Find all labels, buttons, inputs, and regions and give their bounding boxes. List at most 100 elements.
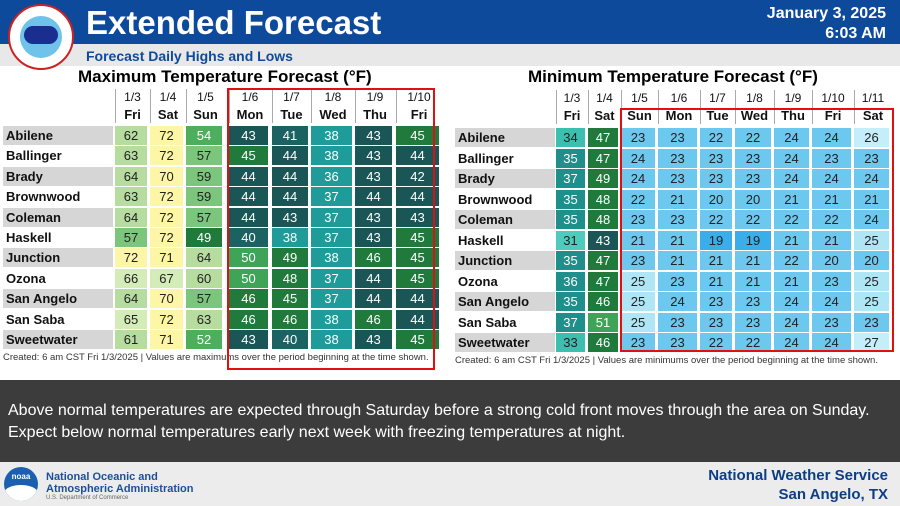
temp-cell: 43: [355, 228, 392, 247]
temp-cell: 50: [229, 268, 268, 288]
forecast-summary: Above normal temperatures are expected t…: [0, 380, 900, 462]
temp-cell: 21: [700, 251, 732, 270]
temp-cell: 72: [115, 248, 147, 268]
temp-cell: 63: [115, 146, 147, 166]
temp-cell: 72: [150, 228, 183, 247]
footer: [0, 462, 900, 506]
temp-cell: 23: [658, 148, 697, 168]
temp-cell: 21: [812, 230, 851, 250]
temp-cell: 22: [735, 333, 771, 352]
temp-cell: 24: [774, 312, 809, 332]
temp-cell: 24: [658, 292, 697, 311]
temp-cell: 38: [272, 228, 308, 247]
temp-cell: 23: [812, 148, 851, 168]
temp-cell: 19: [735, 230, 771, 250]
temp-cell: 65: [115, 309, 147, 329]
column-date: 1/9: [366, 90, 384, 104]
temp-cell: 44: [396, 146, 439, 166]
column-date: 1/5: [197, 90, 214, 104]
temp-cell: 23: [735, 312, 771, 332]
temp-cell: 59: [186, 166, 222, 186]
temp-cell: 46: [229, 289, 268, 309]
temp-cell: 25: [854, 292, 889, 311]
temp-cell: 38: [311, 248, 352, 268]
temp-cell: 23: [658, 210, 697, 229]
temp-cell: 24: [621, 148, 655, 168]
temp-cell: 21: [812, 189, 851, 209]
temp-cell: 47: [588, 251, 618, 270]
city-label: Brownwood: [3, 187, 113, 207]
temp-cell: 21: [700, 271, 732, 291]
temp-cell: 47: [588, 128, 618, 147]
temp-cell: 51: [588, 312, 618, 332]
temp-cell: 22: [700, 333, 732, 352]
column-date: 1/9: [784, 91, 802, 105]
table-title: Maximum Temperature Forecast (°F): [78, 67, 372, 86]
column-date: 1/6: [241, 90, 259, 104]
temp-cell: 22: [735, 128, 771, 147]
temp-cell: 48: [588, 210, 618, 229]
table-note: Created: 6 am CST Fri 1/3/2025 | Values …: [3, 352, 429, 363]
city-label: Coleman: [455, 210, 555, 229]
temp-cell: 37: [311, 207, 352, 227]
temp-cell: 72: [150, 187, 183, 207]
temp-cell: 45: [396, 228, 439, 247]
temp-cell: 22: [812, 210, 851, 229]
temp-cell: 70: [150, 166, 183, 186]
temp-cell: 44: [355, 268, 392, 288]
temp-cell: 40: [272, 330, 308, 349]
temp-cell: 44: [229, 187, 268, 207]
column-header: 1/10 Fri: [812, 90, 853, 124]
temp-cell: 67: [150, 268, 183, 288]
temp-cell: 23: [658, 271, 697, 291]
temp-cell: 25: [621, 312, 655, 332]
temp-cell: 23: [735, 292, 771, 311]
temp-cell: 48: [272, 268, 308, 288]
temp-cell: 22: [774, 251, 809, 270]
column-day: Sun: [193, 107, 218, 122]
temp-cell: 57: [186, 207, 222, 227]
temp-cell: 43: [355, 126, 392, 145]
temp-cell: 64: [115, 166, 147, 186]
temp-cell: 19: [700, 230, 732, 250]
column-date: 1/3: [563, 91, 581, 105]
temp-cell: 38: [311, 330, 352, 349]
column-date: 1/8: [746, 91, 763, 105]
column-date: 1/10: [407, 90, 431, 104]
temp-cell: 37: [556, 312, 585, 332]
temp-cell: 35: [556, 292, 585, 311]
column-date: 1/8: [324, 90, 342, 104]
temp-cell: 23: [621, 333, 655, 352]
temp-cell: 23: [658, 312, 697, 332]
temp-cell: 35: [556, 148, 585, 168]
noaa-line1: National Oceanic and: [46, 471, 158, 483]
city-label: Abilene: [455, 128, 555, 147]
column-header: 1/11 Sat: [854, 90, 891, 124]
temp-cell: 21: [735, 271, 771, 291]
column-header: 1/7 Tue: [272, 89, 310, 123]
temp-cell: 44: [396, 309, 439, 329]
column-day: Tue: [706, 108, 729, 123]
column-date: 1/3: [124, 90, 141, 104]
column-day: Thu: [781, 108, 805, 123]
column-header: 1/8 Wed: [735, 90, 773, 124]
column-header: 1/6 Mon: [658, 90, 699, 124]
temp-cell: 22: [700, 210, 732, 229]
column-day: Thu: [363, 107, 387, 122]
column-header: 1/10 Fri: [396, 89, 441, 123]
city-label: Ozona: [455, 271, 555, 291]
column-header: 1/6 Mon: [229, 89, 270, 123]
temp-cell: 44: [272, 166, 308, 186]
temp-cell: 52: [186, 330, 222, 349]
temp-cell: 42: [396, 166, 439, 186]
city-label: Coleman: [3, 207, 113, 227]
temp-cell: 38: [311, 126, 352, 145]
noaa-sub: U.S. Department of Commerce: [46, 495, 129, 501]
column-date: 1/11: [861, 91, 885, 105]
temp-cell: 57: [115, 228, 147, 247]
temp-cell: 20: [812, 251, 851, 270]
column-header: 1/8 Wed: [311, 89, 354, 123]
temp-cell: 46: [355, 309, 392, 329]
column-day: Sat: [862, 108, 884, 123]
noaa-logo-icon: NOAA: [4, 467, 38, 501]
